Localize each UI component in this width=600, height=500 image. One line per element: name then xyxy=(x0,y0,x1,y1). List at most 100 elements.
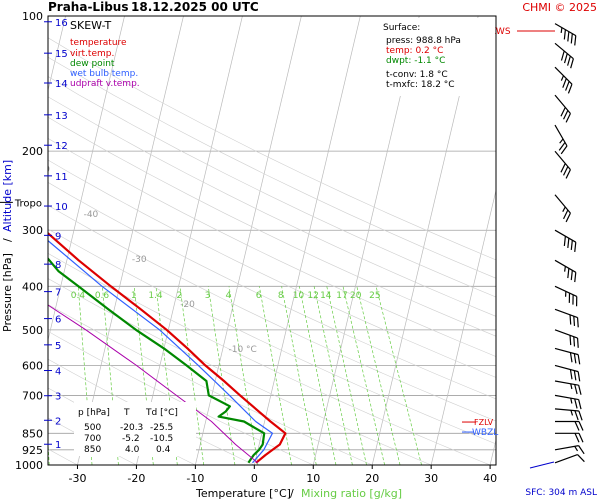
wind-barb-full xyxy=(573,370,577,381)
wind-barb-full xyxy=(578,399,582,410)
wind-barb-staff xyxy=(554,329,578,339)
mixing-ratio-label: 25 xyxy=(369,291,380,301)
x-tick-label: 10 xyxy=(306,472,320,485)
altitude-tick-label: 8 xyxy=(55,260,61,271)
mixing-ratio-label: 6 xyxy=(256,291,262,301)
wind-barb xyxy=(554,94,571,123)
wind-barb-full xyxy=(567,55,571,66)
dry-adiabat xyxy=(48,138,496,357)
surface-tmxfc: t-mxfc: 18.2 °C xyxy=(386,80,455,90)
dry-adiabat xyxy=(48,56,496,279)
x-tick-label: 40 xyxy=(483,472,497,485)
wind-barb-full xyxy=(573,316,576,327)
mixing-ratio-line xyxy=(281,286,317,465)
pressure-tick-label: 925 xyxy=(22,444,43,457)
mixing-ratio-line xyxy=(228,286,259,465)
wind-barb-full xyxy=(574,410,579,421)
wind-barb-half xyxy=(560,27,563,34)
mixing-ratio-line xyxy=(179,286,205,465)
legend-wet-bulb: wet bulb temp. xyxy=(70,69,138,79)
wind-barb-half xyxy=(564,266,566,272)
wind-barb xyxy=(554,454,585,464)
x-tick-label: -20 xyxy=(127,472,145,485)
wind-barb xyxy=(555,420,584,431)
dry-adiabat xyxy=(48,76,496,298)
wind-barb xyxy=(554,66,573,94)
dry-adiabat xyxy=(48,159,496,378)
x-tick-label: -10 xyxy=(186,472,204,485)
wind-barb xyxy=(554,42,574,69)
mixing-ratio-line xyxy=(298,286,337,465)
wind-barb-full xyxy=(577,371,581,382)
wind-barb-staff xyxy=(554,454,578,464)
series-udpraft-v-temp xyxy=(48,304,259,464)
wind-barb-full xyxy=(560,145,568,155)
wind-barb xyxy=(554,124,568,155)
wind-barb-full xyxy=(558,142,566,151)
dry-adiabat xyxy=(48,330,314,465)
dry-adiabat xyxy=(48,116,496,337)
altitude-tick-label: 15 xyxy=(55,49,68,60)
altitude-tick-label: 10 xyxy=(55,202,68,213)
isotherm-line xyxy=(195,16,302,465)
x-axis-title: Temperature [°C] / Mixing ratio [g/kg] xyxy=(195,487,402,500)
fzl-label: FZLV xyxy=(474,418,494,427)
isotherm-line xyxy=(136,16,243,465)
wind-barb xyxy=(554,150,571,179)
wind-barb-half xyxy=(574,446,579,452)
wind-barb xyxy=(554,308,579,328)
wind-barb-full xyxy=(565,113,571,123)
altitude-tick-label: 16 xyxy=(55,18,68,29)
wind-barb-half xyxy=(570,398,573,404)
mixing-ratio-label: 12 xyxy=(307,291,318,301)
wind-barb-full xyxy=(574,35,577,46)
wind-barb-full xyxy=(562,166,569,176)
wind-barb-full xyxy=(569,314,572,325)
dry-adiabat xyxy=(48,205,496,422)
surface-tconv: t-conv: 1.8 °C xyxy=(386,70,448,80)
wind-barb xyxy=(554,194,571,223)
y-axis-title: Pressure [hPa] / Altitude [km] xyxy=(1,160,14,332)
wind-barb-full xyxy=(562,209,569,220)
altitude-tick-label: 11 xyxy=(55,172,68,183)
sfc-wind-marker xyxy=(529,461,555,469)
dry-adiabat xyxy=(48,278,432,465)
wind-barb-full xyxy=(562,110,569,120)
sounding-datetime: 18.12.2025 00 UTC xyxy=(131,0,259,14)
pressure-tick-label: 200 xyxy=(22,145,43,158)
mixing-ratio-line xyxy=(342,286,385,465)
pressure-tick-label: 850 xyxy=(22,427,43,440)
series-layer xyxy=(48,231,287,464)
wind-barb xyxy=(554,364,581,382)
x-tick-label: 0 xyxy=(251,472,258,485)
wind-barb-staff xyxy=(554,23,577,37)
wind-barb-full xyxy=(575,296,578,307)
wind-barb xyxy=(554,23,577,46)
x-axis-label-mixing: Mixing ratio [g/kg] xyxy=(301,487,402,500)
dry-adiabat xyxy=(48,96,496,317)
mixing-ratio-label: 17 xyxy=(336,291,347,301)
mixing-ratio-line xyxy=(207,286,236,465)
wbzl-label: WBZL xyxy=(472,428,498,438)
x-tick-label: 30 xyxy=(424,472,438,485)
wind-barb-full xyxy=(570,240,573,251)
axis-layer: 1000925850700600500400300200100123456789… xyxy=(0,10,498,485)
wind-barb-full xyxy=(570,270,573,281)
mixing-ratio-line xyxy=(356,286,401,465)
surface-dewpoint: dwpt: -1.1 °C xyxy=(386,56,445,66)
table-header-td: Td [°C] xyxy=(145,408,178,418)
wind-barb xyxy=(554,408,583,421)
wind-barb-full xyxy=(560,163,566,173)
table-header-p: p [hPa] xyxy=(78,408,110,418)
mixing-ratio-line xyxy=(313,286,353,465)
wind-barb-staff xyxy=(554,124,568,147)
wind-barb-staff xyxy=(554,150,571,170)
wind-barb-full xyxy=(578,445,585,455)
wind-barb-full xyxy=(572,294,574,305)
isotherm-label: -50 xyxy=(35,165,50,175)
surface-pressure: press: 988.8 hPa xyxy=(386,36,461,46)
series-wet-bulb-temp xyxy=(48,239,273,464)
tropopause-label: Tropo xyxy=(14,198,42,209)
